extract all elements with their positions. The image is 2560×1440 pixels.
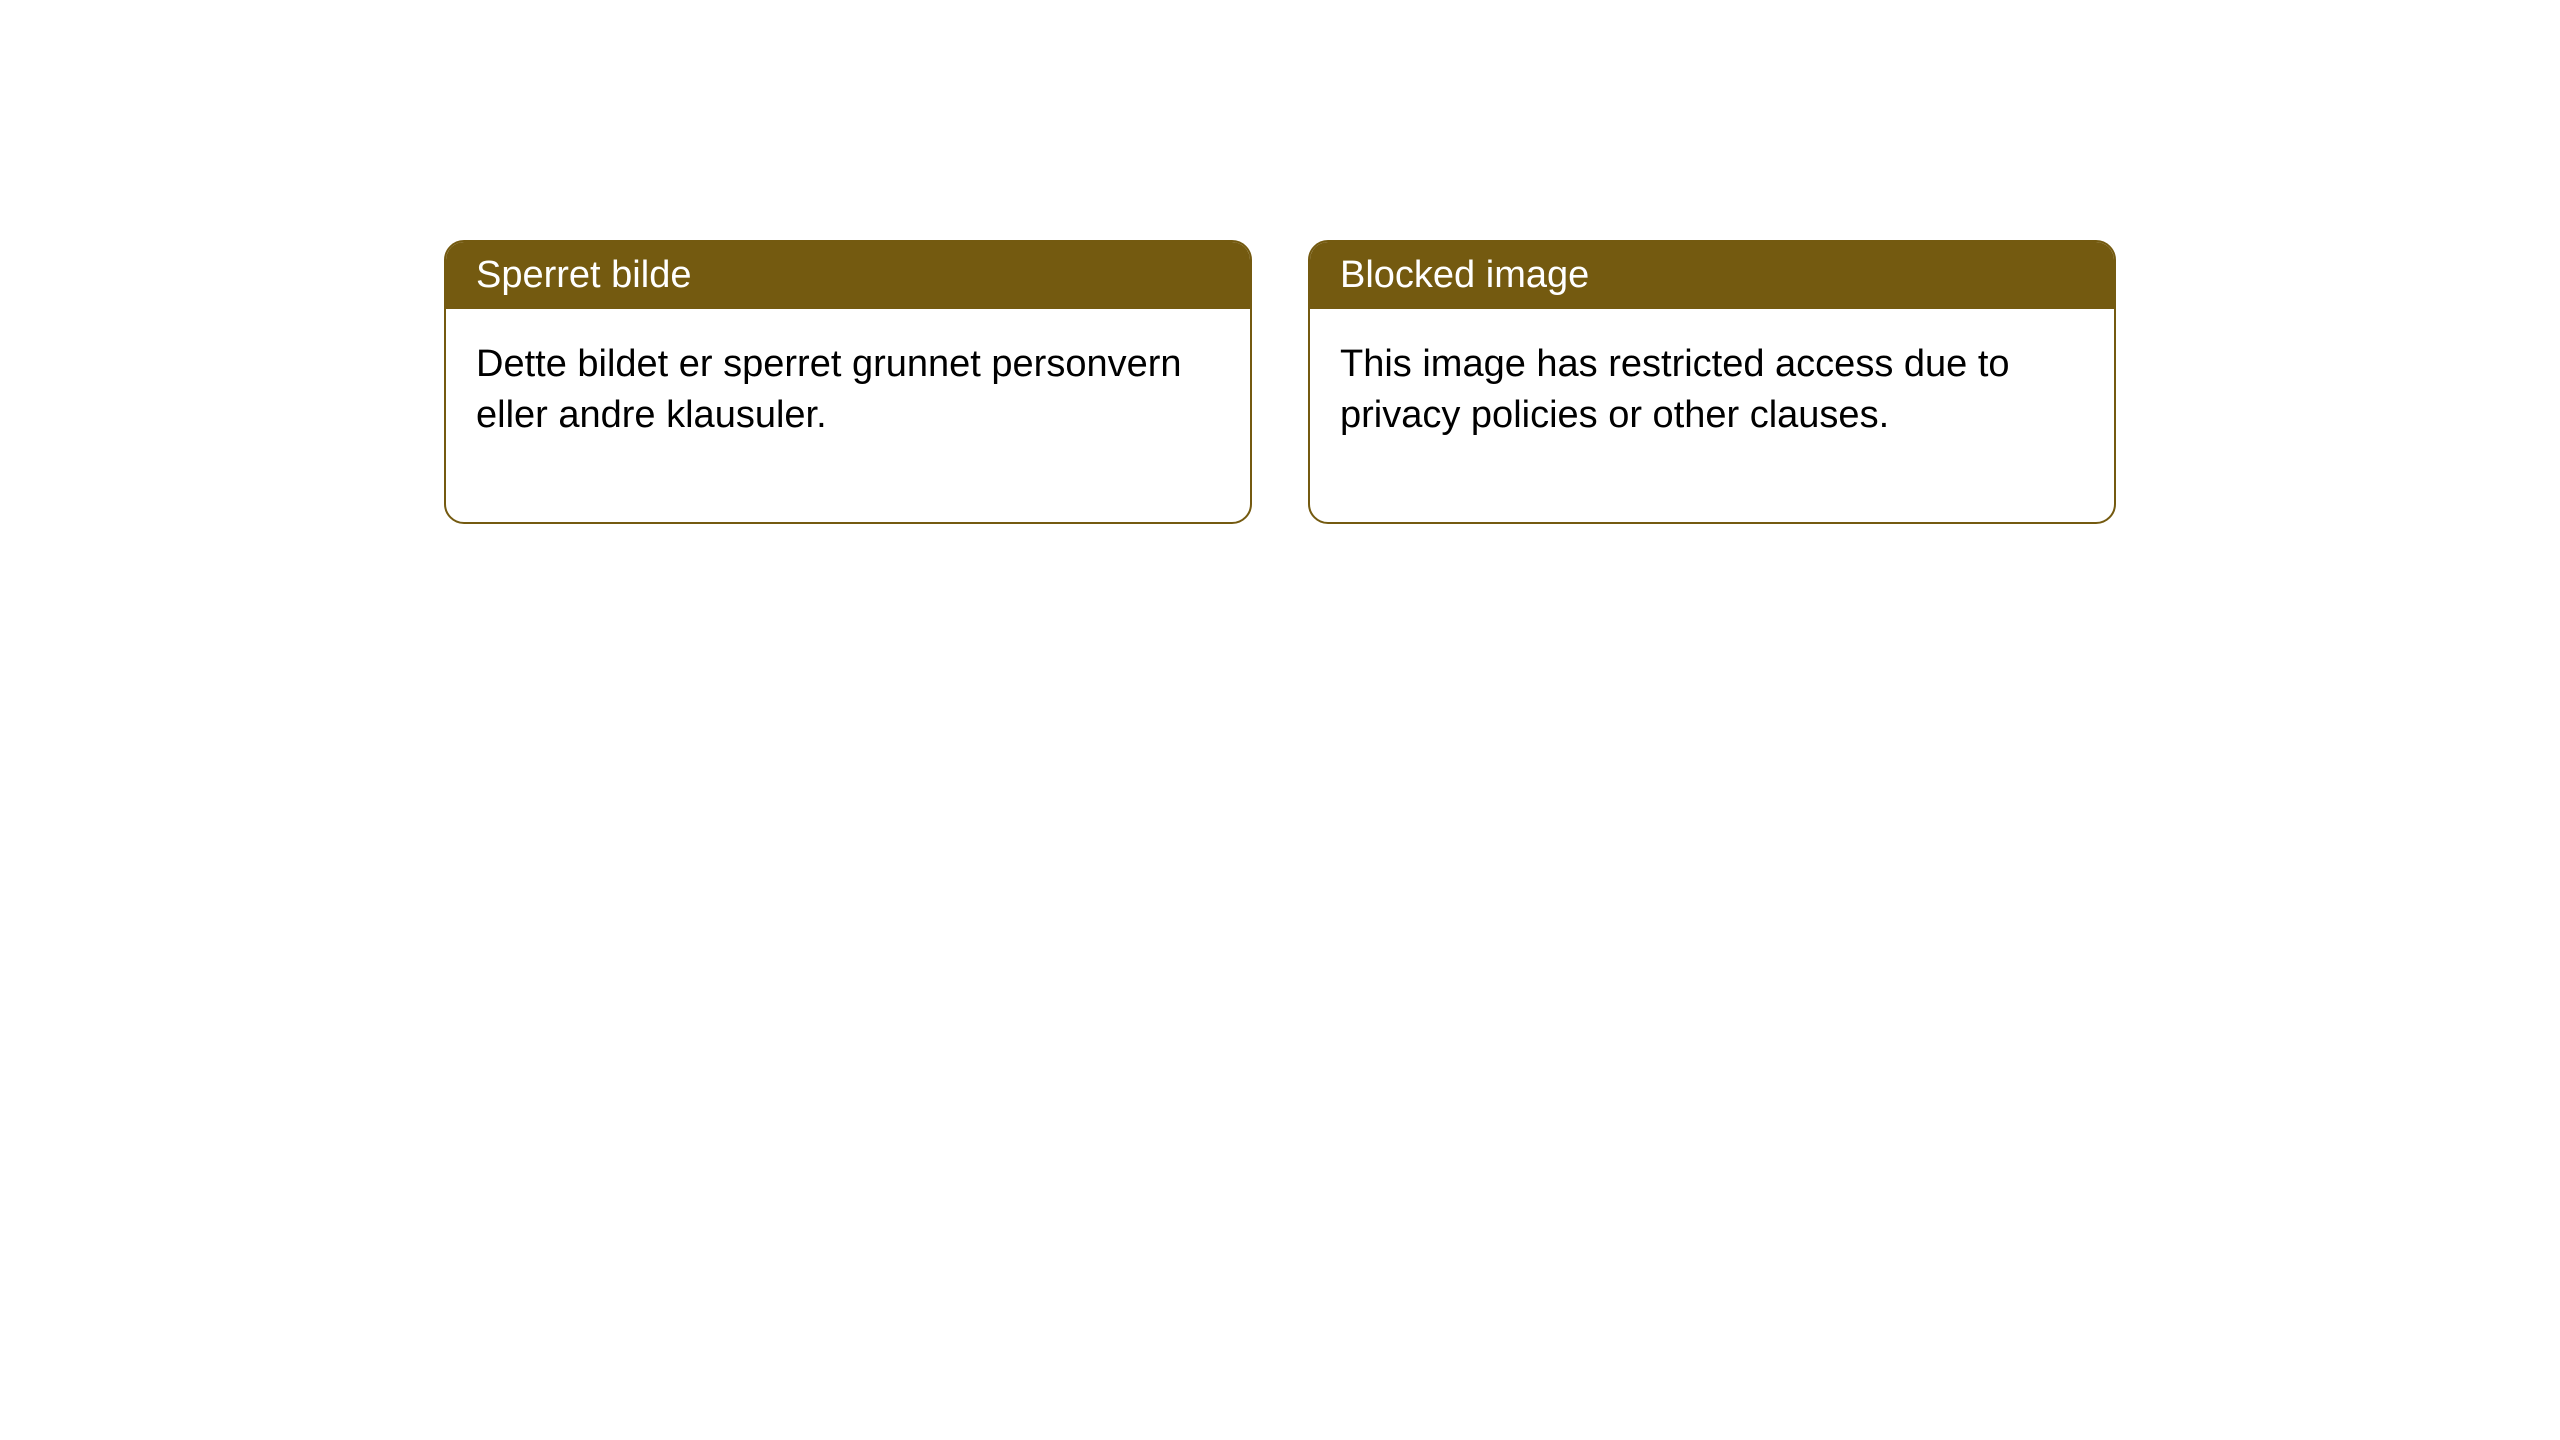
notice-container: Sperret bilde Dette bildet er sperret gr…: [444, 240, 2116, 524]
notice-title: Sperret bilde: [476, 254, 691, 296]
notice-message: This image has restricted access due to …: [1340, 343, 2010, 436]
notice-title: Blocked image: [1340, 254, 1589, 296]
notice-card-english: Blocked image This image has restricted …: [1308, 240, 2116, 524]
notice-body: Dette bildet er sperret grunnet personve…: [446, 309, 1250, 522]
notice-body: This image has restricted access due to …: [1310, 309, 2114, 522]
notice-card-norwegian: Sperret bilde Dette bildet er sperret gr…: [444, 240, 1252, 524]
notice-header: Sperret bilde: [446, 242, 1250, 309]
notice-message: Dette bildet er sperret grunnet personve…: [476, 343, 1182, 436]
notice-header: Blocked image: [1310, 242, 2114, 309]
